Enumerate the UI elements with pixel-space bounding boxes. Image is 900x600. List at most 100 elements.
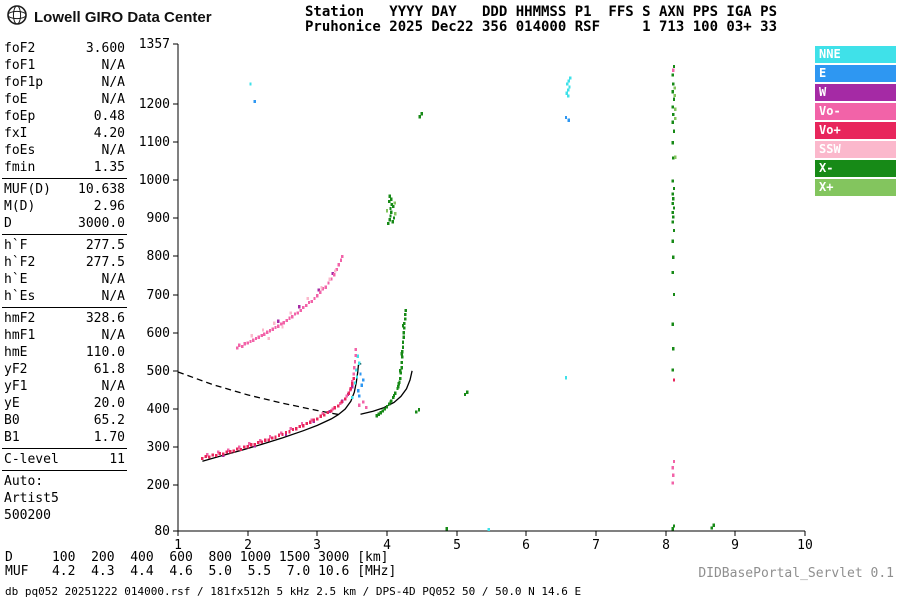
param-label: foEs — [4, 143, 36, 158]
param-label: foE — [4, 92, 28, 107]
param-label: B1 — [4, 430, 20, 445]
param-label: D — [4, 216, 12, 231]
legend-item: W — [815, 84, 896, 101]
svg-text:2: 2 — [244, 538, 252, 553]
param-row: yF2 61.8 — [2, 361, 127, 378]
legend-label: SSW — [819, 142, 841, 156]
param-value: N/A — [101, 328, 125, 343]
distance-row: D 100 200 400 600 800 1000 1500 3000 [km… — [5, 550, 389, 565]
brand-title: Lowell GIRO Data Center — [34, 8, 212, 26]
svg-text:1357: 1357 — [139, 37, 170, 52]
param-value: N/A — [101, 75, 125, 90]
param-value: 11 — [109, 452, 125, 467]
param-value: 277.5 — [85, 255, 125, 270]
param-row: fmin 1.35 — [2, 159, 127, 176]
param-value: N/A — [101, 289, 125, 304]
param-label: B0 — [4, 413, 20, 428]
legend-label: Vo+ — [819, 123, 841, 137]
param-label: h`E — [4, 272, 28, 287]
svg-text:6: 6 — [522, 538, 530, 553]
giro-logo-icon — [6, 4, 28, 30]
divider — [2, 448, 127, 449]
divider — [2, 234, 127, 235]
param-value: 110.0 — [85, 345, 125, 360]
brand-header: Lowell GIRO Data Center — [6, 4, 212, 30]
param-row: hmF1 N/A — [2, 327, 127, 344]
param-label: h`F — [4, 238, 28, 253]
param-row: D 3000.0 — [2, 215, 127, 232]
param-row: hmF2 328.6 — [2, 310, 127, 327]
param-value: N/A — [101, 143, 125, 158]
param-value: 0.48 — [93, 109, 125, 124]
param-row: foF2 3.600 — [2, 40, 127, 57]
svg-text:400: 400 — [147, 402, 170, 417]
param-label: MUF(D) — [4, 182, 51, 197]
legend-item: NNE — [815, 46, 896, 63]
svg-text:5: 5 — [453, 538, 461, 553]
param-value: 65.2 — [93, 413, 125, 428]
param-label: h`F2 — [4, 255, 36, 270]
legend-label: X- — [819, 161, 834, 175]
param-row: h`F2 277.5 — [2, 254, 127, 271]
param-value: 20.0 — [93, 396, 125, 411]
svg-text:8: 8 — [662, 538, 670, 553]
svg-text:1000: 1000 — [139, 173, 170, 188]
param-value: 328.6 — [85, 311, 125, 326]
svg-text:200: 200 — [147, 478, 170, 493]
legend-label: X+ — [819, 180, 834, 194]
param-label: fxI — [4, 126, 28, 141]
param-row: foEp 0.48 — [2, 108, 127, 125]
param-label: hmF1 — [4, 328, 36, 343]
param-group-auto: Auto: Artist5 500200 — [2, 473, 127, 524]
svg-text:1200: 1200 — [139, 97, 170, 112]
param-value: N/A — [101, 379, 125, 394]
param-label: M(D) — [4, 199, 36, 214]
param-value: N/A — [101, 272, 125, 287]
param-label: foEp — [4, 109, 36, 124]
param-value: N/A — [101, 58, 125, 73]
param-row: yE 20.0 — [2, 395, 127, 412]
param-label: foF1 — [4, 58, 36, 73]
param-row: C-level 11 — [2, 451, 127, 468]
param-row: Auto: — [2, 473, 127, 490]
svg-text:7: 7 — [592, 538, 600, 553]
legend-item: SSW — [815, 141, 896, 158]
param-value: 277.5 — [85, 238, 125, 253]
servlet-caption: DIDBasePortal_Servlet 0.1 — [698, 566, 894, 581]
param-group-confidence: C-level 11 — [2, 451, 127, 468]
param-label: fmin — [4, 160, 36, 175]
param-label: hmE — [4, 345, 28, 360]
legend-label: NNE — [819, 47, 841, 61]
svg-text:1100: 1100 — [139, 135, 170, 150]
param-row: hmE 110.0 — [2, 344, 127, 361]
param-row: MUF(D) 10.638 — [2, 181, 127, 198]
param-label: yF1 — [4, 379, 28, 394]
param-value: 61.8 — [93, 362, 125, 377]
param-label: h`Es — [4, 289, 36, 304]
param-row: foF1 N/A — [2, 57, 127, 74]
station-header-line1: Station YYYY DAY DDD HHMMSS P1 FFS S AXN… — [305, 4, 778, 20]
param-value: N/A — [101, 92, 125, 107]
param-value: 2.96 — [93, 199, 125, 214]
param-label: Auto: — [4, 474, 44, 489]
param-label: hmF2 — [4, 311, 36, 326]
param-row: h`E N/A — [2, 271, 127, 288]
param-group-frequencies: foF2 3.600 foF1 N/A foF1p N/A foE N/A foEp 0.48 fx… — [2, 40, 127, 176]
svg-text:300: 300 — [147, 440, 170, 455]
svg-text:700: 700 — [147, 288, 170, 303]
legend-item: Vo- — [815, 103, 896, 120]
param-row: h`F 277.5 — [2, 237, 127, 254]
svg-text:500: 500 — [147, 364, 170, 379]
param-label: Artist5 — [4, 491, 59, 506]
divider — [2, 470, 127, 471]
param-group-virtual-heights: h`F 277.5 h`F2 277.5 h`E N/A h`Es N/A — [2, 237, 127, 305]
svg-text:9: 9 — [731, 538, 739, 553]
param-row: foE N/A — [2, 91, 127, 108]
legend-item: X- — [815, 160, 896, 177]
param-value: 4.20 — [93, 126, 125, 141]
param-value: 3.600 — [85, 41, 125, 56]
param-value: 1.70 — [93, 430, 125, 445]
legend-item: Vo+ — [815, 122, 896, 139]
param-row: foEs N/A — [2, 142, 127, 159]
